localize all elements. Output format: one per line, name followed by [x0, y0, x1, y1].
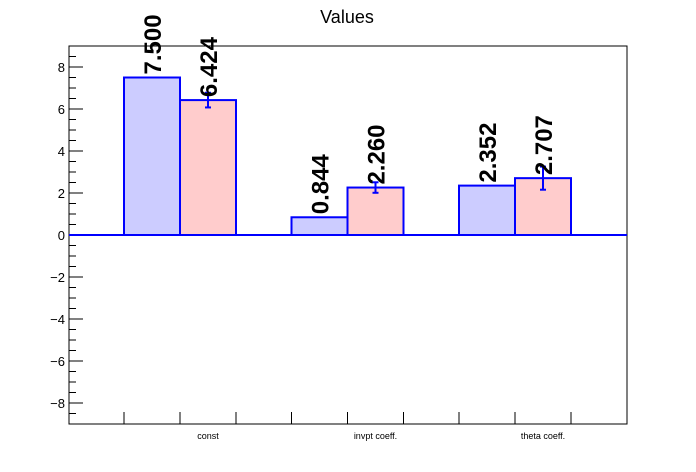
bars	[123, 76, 572, 237]
x-category-label: const	[197, 431, 219, 441]
y-tick-label: 6	[58, 102, 65, 117]
x-category-label: invpt coeff.	[354, 431, 397, 441]
data-labels: 7.500 0.844 2.352 6.424 2.260 2.707	[140, 14, 558, 214]
bar	[346, 186, 405, 236]
y-tick-label: 4	[58, 144, 65, 159]
chart-title: Values	[320, 7, 374, 27]
x-category-label: theta coeff.	[521, 431, 565, 441]
y-tick-label: 8	[58, 60, 65, 75]
y-tick-label: −4	[50, 312, 65, 327]
y-tick-label: 2	[58, 186, 65, 201]
bar	[458, 184, 516, 236]
bar-value-label: 2.260	[364, 124, 391, 184]
y-tick-label: −2	[50, 270, 65, 285]
y-tick-label: −6	[50, 354, 65, 369]
bar	[123, 76, 181, 236]
y-tick-label: −8	[50, 396, 65, 411]
bar-value-label: 7.500	[140, 14, 167, 74]
error-bars	[205, 91, 546, 194]
bar-value-label: 6.424	[196, 36, 223, 97]
bar	[179, 99, 237, 237]
bar-value-label: 2.707	[531, 115, 558, 175]
bar-value-label: 2.352	[475, 123, 502, 183]
y-tick-label: 0	[58, 228, 65, 243]
bar	[290, 216, 349, 236]
bar-value-label: 0.844	[308, 154, 335, 215]
